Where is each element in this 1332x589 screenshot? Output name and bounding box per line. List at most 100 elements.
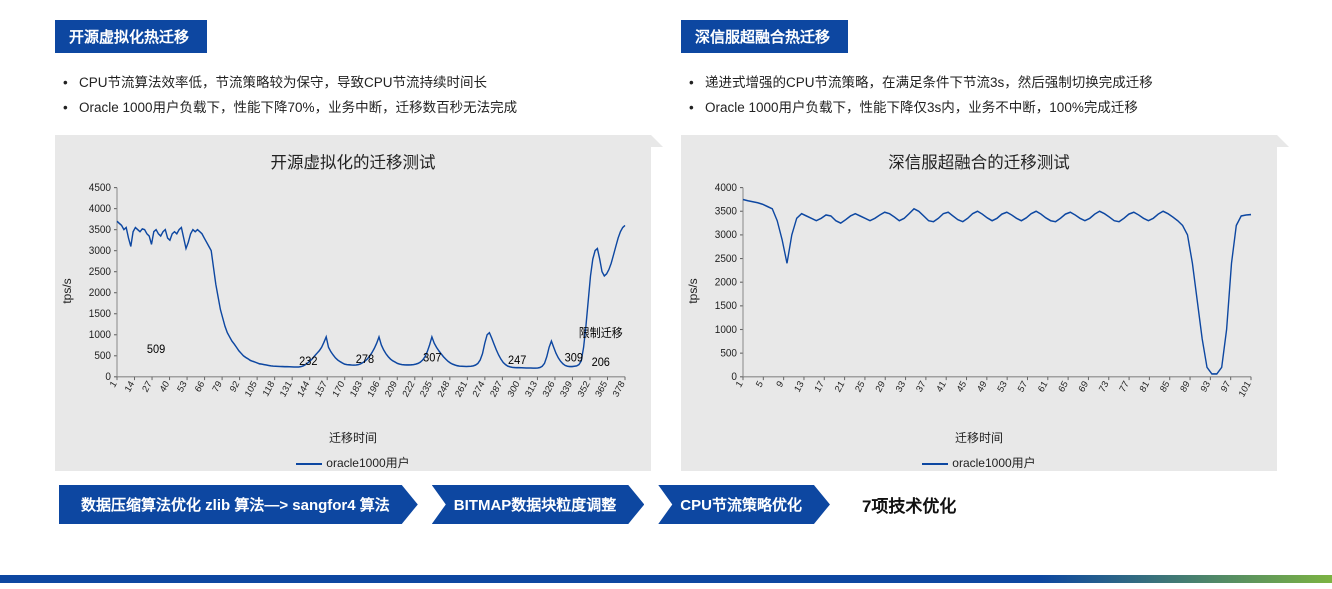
svg-text:49: 49	[975, 379, 989, 394]
svg-text:247: 247	[508, 355, 526, 368]
svg-text:1: 1	[734, 379, 746, 390]
svg-text:53: 53	[996, 379, 1010, 394]
svg-text:206: 206	[592, 356, 610, 369]
svg-text:3000: 3000	[89, 244, 111, 257]
svg-text:1: 1	[108, 379, 120, 390]
svg-text:235: 235	[418, 379, 435, 399]
left-tag: 开源虚拟化热迁移	[55, 20, 207, 53]
svg-text:61: 61	[1036, 379, 1050, 394]
svg-text:17: 17	[813, 379, 827, 394]
svg-text:13: 13	[792, 379, 806, 394]
svg-text:92: 92	[228, 379, 242, 394]
bullet-item: Oracle 1000用户负载下，性能下降70%，业务中断，迁移数百秒无法完成	[67, 96, 651, 121]
svg-text:27: 27	[140, 379, 154, 394]
svg-text:209: 209	[383, 379, 400, 399]
svg-text:1000: 1000	[89, 329, 111, 342]
svg-text:287: 287	[488, 379, 505, 399]
svg-text:183: 183	[348, 379, 365, 399]
right-chart: tps/s 0500100015002000250030003500400015…	[699, 181, 1259, 401]
svg-text:69: 69	[1077, 379, 1091, 394]
svg-text:1500: 1500	[89, 308, 111, 321]
summary-text: 7项技术优化	[862, 492, 956, 517]
svg-text:限制迁移: 限制迁移	[579, 326, 623, 340]
left-chart-panel: 开源虚拟化的迁移测试 tps/s 05001000150020002500300…	[55, 135, 651, 471]
svg-text:118: 118	[261, 379, 277, 398]
svg-text:41: 41	[935, 379, 949, 394]
svg-text:105: 105	[243, 379, 260, 399]
svg-text:57: 57	[1016, 379, 1030, 394]
bullet-item: Oracle 1000用户负载下，性能下降仅3s内，业务不中断，100%完成迁移	[693, 96, 1277, 121]
legend-label: oracle1000用户	[952, 456, 1035, 470]
svg-text:77: 77	[1117, 379, 1131, 394]
svg-text:222: 222	[401, 379, 418, 399]
svg-text:101: 101	[1237, 379, 1254, 399]
chart-svg: 0500100015002000250030003500400045001142…	[73, 181, 633, 401]
svg-text:365: 365	[593, 379, 610, 399]
svg-text:274: 274	[471, 379, 488, 399]
svg-text:45: 45	[955, 379, 969, 394]
svg-text:157: 157	[313, 379, 330, 399]
legend-label: oracle1000用户	[326, 456, 409, 470]
svg-text:232: 232	[299, 355, 317, 368]
svg-text:300: 300	[506, 379, 523, 399]
svg-text:2500: 2500	[715, 252, 737, 265]
svg-text:2000: 2000	[89, 287, 111, 300]
svg-text:261: 261	[453, 379, 470, 399]
svg-text:313: 313	[523, 379, 540, 399]
svg-text:25: 25	[853, 379, 867, 394]
svg-text:378: 378	[611, 379, 628, 399]
svg-text:81: 81	[1138, 379, 1152, 394]
svg-text:326: 326	[541, 379, 558, 399]
svg-text:93: 93	[1199, 379, 1213, 394]
chart-title: 开源虚拟化的迁移测试	[65, 149, 641, 173]
chart-legend: oracle1000用户	[65, 454, 641, 471]
svg-text:500: 500	[720, 347, 737, 360]
svg-text:248: 248	[436, 379, 453, 399]
arrow-chip: 数据压缩算法优化 zlib 算法—> sangfor4 算法	[59, 485, 418, 524]
svg-text:5: 5	[754, 379, 766, 390]
svg-text:3000: 3000	[715, 229, 737, 242]
svg-text:73: 73	[1097, 379, 1111, 394]
arrow-chip: BITMAP数据块粒度调整	[432, 485, 645, 524]
svg-text:352: 352	[576, 379, 593, 399]
x-axis-label: 迁移时间	[65, 429, 641, 446]
svg-text:14: 14	[123, 379, 137, 394]
footer-bar	[0, 575, 1332, 583]
svg-text:307: 307	[423, 352, 441, 365]
svg-text:196: 196	[366, 379, 383, 399]
bottom-arrows: 数据压缩算法优化 zlib 算法—> sangfor4 算法 BITMAP数据块…	[55, 485, 1277, 524]
svg-text:2500: 2500	[89, 266, 111, 279]
svg-text:79: 79	[211, 379, 225, 394]
svg-text:3500: 3500	[89, 223, 111, 236]
legend-line-icon	[296, 463, 322, 465]
right-column: 深信服超融合热迁移 递进式增强的CPU节流策略，在满足条件下节流3s，然后强制切…	[681, 20, 1277, 471]
svg-text:97: 97	[1219, 379, 1233, 394]
svg-text:21: 21	[833, 379, 847, 394]
y-axis-label: tps/s	[686, 278, 700, 303]
svg-text:89: 89	[1178, 379, 1192, 394]
svg-text:1000: 1000	[715, 323, 737, 336]
svg-text:4500: 4500	[89, 181, 111, 194]
svg-text:309: 309	[565, 352, 583, 365]
svg-text:53: 53	[175, 379, 189, 394]
svg-text:40: 40	[158, 379, 172, 394]
svg-text:131: 131	[278, 379, 295, 399]
svg-text:85: 85	[1158, 379, 1172, 394]
left-column: 开源虚拟化热迁移 CPU节流算法效率低，节流策略较为保守，导致CPU节流持续时间…	[55, 20, 651, 471]
chart-title: 深信服超融合的迁移测试	[691, 149, 1267, 173]
svg-text:278: 278	[356, 353, 374, 366]
svg-text:9: 9	[775, 379, 787, 390]
left-bullets: CPU节流算法效率低，节流策略较为保守，导致CPU节流持续时间长 Oracle …	[67, 71, 651, 121]
y-axis-label: tps/s	[60, 278, 74, 303]
x-axis-label: 迁移时间	[691, 429, 1267, 446]
svg-text:3500: 3500	[715, 205, 737, 218]
svg-text:37: 37	[914, 379, 928, 394]
legend-line-icon	[922, 463, 948, 465]
chart-svg: 0500100015002000250030003500400015913172…	[699, 181, 1259, 401]
right-bullets: 递进式增强的CPU节流策略，在满足条件下节流3s，然后强制切换完成迁移 Orac…	[693, 71, 1277, 121]
left-chart: tps/s 0500100015002000250030003500400045…	[73, 181, 633, 401]
svg-text:66: 66	[193, 379, 207, 394]
svg-text:33: 33	[894, 379, 908, 394]
right-tag: 深信服超融合热迁移	[681, 20, 848, 53]
svg-text:170: 170	[331, 379, 348, 399]
